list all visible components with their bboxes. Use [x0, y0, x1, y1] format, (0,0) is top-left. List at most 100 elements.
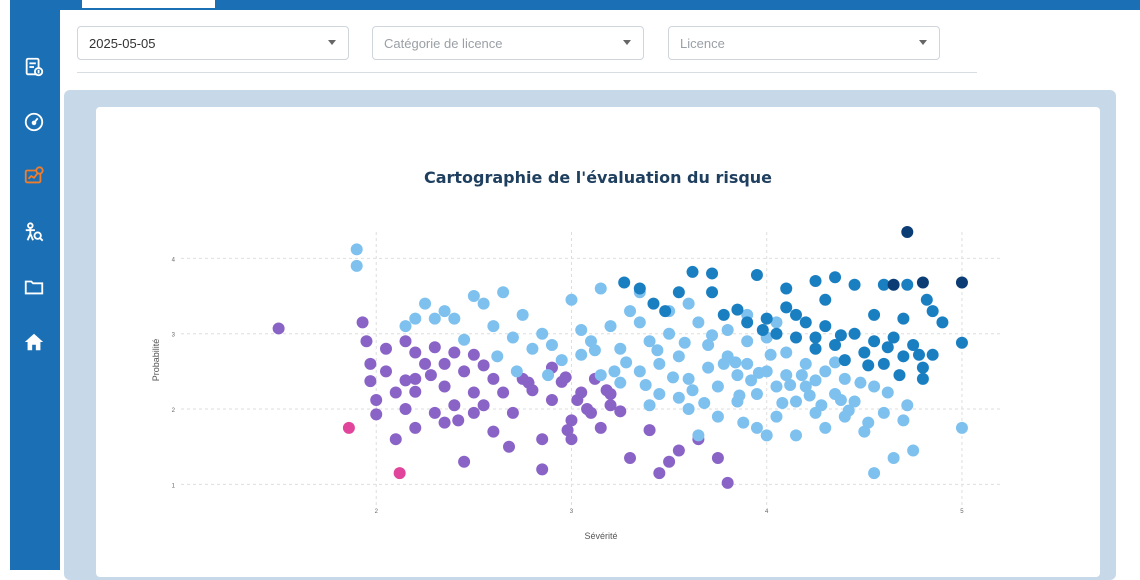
scatter-point[interactable] [380, 365, 392, 378]
scatter-point[interactable] [643, 335, 656, 348]
scatter-point[interactable] [692, 429, 705, 442]
scatter-point[interactable] [881, 386, 894, 399]
scatter-point[interactable] [419, 297, 432, 310]
scatter-point[interactable] [364, 375, 377, 388]
scatter-point[interactable] [497, 286, 510, 299]
scatter-point[interactable] [667, 371, 679, 384]
scatter-point[interactable] [360, 335, 373, 348]
scatter-point[interactable] [955, 421, 968, 434]
scatter-point[interactable] [907, 339, 920, 352]
scatter-point[interactable] [829, 271, 842, 284]
scatter-point[interactable] [428, 312, 441, 325]
scatter-point[interactable] [698, 397, 711, 410]
scatter-point[interactable] [633, 365, 646, 378]
scatter-point[interactable] [848, 327, 861, 340]
scatter-point[interactable] [647, 297, 660, 310]
scatter-point[interactable] [901, 278, 914, 291]
scatter-point[interactable] [764, 348, 777, 361]
scatter-point[interactable] [834, 329, 847, 342]
scatter-point[interactable] [711, 380, 724, 393]
scatter-point[interactable] [858, 425, 871, 438]
scatter-point[interactable] [887, 278, 900, 291]
scatter-point[interactable] [784, 378, 797, 391]
scatter-point[interactable] [503, 440, 515, 453]
scatter-point[interactable] [594, 369, 607, 382]
scatter-point[interactable] [809, 374, 822, 387]
scatter-point[interactable] [750, 268, 763, 281]
scatter-point[interactable] [682, 372, 695, 385]
scatter-point[interactable] [458, 333, 471, 346]
folder-icon[interactable] [22, 275, 46, 299]
scatter-point[interactable] [399, 403, 412, 416]
scatter-point[interactable] [409, 421, 422, 434]
scatter-point[interactable] [542, 369, 555, 382]
scatter-point[interactable] [571, 394, 584, 407]
scatter-point[interactable] [522, 376, 535, 389]
report-icon[interactable] [22, 55, 46, 79]
scatter-point[interactable] [399, 320, 412, 333]
scatter-point[interactable] [790, 395, 802, 408]
scatter-point[interactable] [799, 316, 812, 329]
scatter-point[interactable] [659, 305, 672, 318]
scatter-point[interactable] [575, 348, 588, 361]
scatter-point[interactable] [877, 406, 890, 419]
scatter-point[interactable] [409, 372, 422, 385]
scatter-point[interactable] [809, 342, 822, 355]
scatter-point[interactable] [653, 357, 666, 370]
scatter-point[interactable] [731, 369, 744, 382]
scatter-point[interactable] [467, 348, 480, 361]
scatter-point[interactable] [491, 350, 504, 363]
scatter-point[interactable] [936, 316, 949, 329]
scatter-point[interactable] [913, 348, 925, 361]
scatter-point[interactable] [926, 305, 939, 318]
scatter-point[interactable] [467, 386, 480, 399]
scatter-point[interactable] [594, 282, 607, 295]
active-tab[interactable] [82, 0, 215, 8]
scatter-point[interactable] [848, 395, 861, 408]
scatter-point[interactable] [409, 312, 422, 325]
scatter-point[interactable] [506, 331, 519, 344]
scatter-point[interactable] [702, 361, 715, 374]
scatter-point[interactable] [526, 342, 539, 355]
scatter-point[interactable] [955, 276, 968, 289]
scatter-point[interactable] [819, 293, 832, 306]
scatter-point[interactable] [868, 380, 881, 393]
scatter-point[interactable] [819, 365, 832, 378]
scatter-point[interactable] [741, 335, 754, 348]
scatter-point[interactable] [702, 339, 715, 352]
scatter-point[interactable] [672, 444, 685, 457]
scatter-point[interactable] [663, 327, 676, 340]
scatter-point[interactable] [672, 286, 685, 299]
scatter-point[interactable] [729, 356, 742, 369]
scatter-point[interactable] [868, 308, 881, 321]
scatter-point[interactable] [750, 387, 763, 400]
scatter-point[interactable] [780, 346, 793, 359]
scatter-point[interactable] [438, 416, 451, 429]
scatter-point[interactable] [604, 399, 617, 412]
scatter-point[interactable] [733, 389, 746, 402]
scatter-point[interactable] [780, 369, 793, 382]
scatter-point[interactable] [575, 323, 588, 336]
scatter-point[interactable] [653, 467, 666, 480]
scatter-point[interactable] [955, 336, 968, 349]
scatter-point[interactable] [506, 406, 519, 419]
scatter-point[interactable] [428, 341, 441, 354]
scatter-point[interactable] [887, 331, 900, 344]
scatter-point[interactable] [467, 290, 480, 303]
scatter-point[interactable] [790, 308, 802, 321]
scatter-point[interactable] [370, 394, 383, 407]
scatter-point[interactable] [770, 316, 783, 329]
scatter-point[interactable] [711, 410, 724, 423]
scatter-point[interactable] [901, 226, 914, 238]
scatter-point[interactable] [565, 414, 578, 427]
license-select[interactable]: Licence [668, 26, 940, 60]
scatter-point[interactable] [624, 452, 637, 465]
scatter-point[interactable] [795, 369, 808, 382]
scatter-point[interactable] [916, 361, 929, 374]
scatter-point[interactable] [389, 386, 402, 399]
scatter-point[interactable] [672, 350, 685, 363]
scatter-point[interactable] [858, 346, 871, 359]
scatter-point[interactable] [458, 365, 471, 378]
scatter-point[interactable] [799, 357, 812, 370]
scatter-point[interactable] [545, 339, 558, 352]
